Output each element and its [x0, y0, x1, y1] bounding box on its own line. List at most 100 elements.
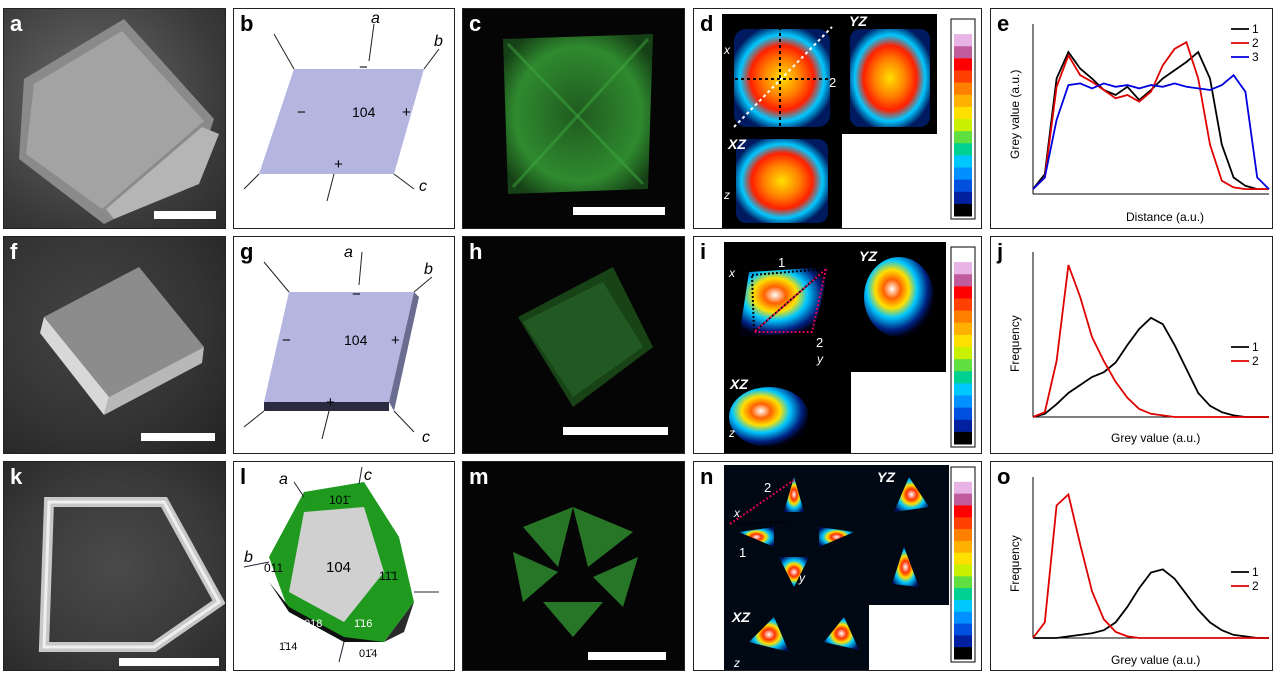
colorbar-swatch	[954, 347, 972, 360]
chart-e: Distance (a.u.) Grey value (a.u.) 123	[1008, 22, 1270, 224]
panel-l-crystal: 104 a b c 101̄ 011 11̄1 018 1̄16 1̄14 01…	[233, 461, 455, 671]
x-axis-label: Grey value (a.u.)	[1111, 653, 1200, 667]
colorbar-swatch	[954, 179, 972, 193]
map-label-xy: XY	[701, 13, 722, 29]
colorbar-n	[950, 466, 976, 663]
panel-n-maps: XY YZ XZ 1 2 x y z n	[693, 461, 982, 671]
colorbar-swatch	[954, 119, 972, 132]
panel-a-sem: a	[3, 8, 226, 229]
colorbar-d	[950, 18, 976, 220]
intensity-maps-n: XY YZ XZ 1 2 x y z	[699, 464, 976, 670]
colorbar-swatch	[954, 505, 972, 518]
colorbar-swatch	[954, 250, 972, 263]
sign-right: +	[391, 332, 400, 349]
panel-label-i: i	[700, 239, 707, 264]
sign-top: −	[359, 59, 368, 76]
sign-right: +	[402, 104, 411, 121]
map-label-yz: YZ	[877, 469, 895, 485]
fluorescence-image-m	[513, 507, 638, 637]
axis-z: z	[723, 188, 730, 202]
axis-y: y	[798, 571, 806, 585]
colorbar-swatch	[954, 552, 972, 565]
colorbar-swatch	[954, 611, 972, 625]
series-line-3	[1032, 73, 1270, 190]
axis-c: c	[419, 178, 427, 195]
intensity-maps-d: XY YZ XZ 1 2 3 x y z	[701, 13, 976, 228]
map-label-xz: XZ	[727, 136, 746, 152]
series-line-2	[1032, 264, 1269, 418]
panel-label-h: h	[469, 239, 483, 264]
colorbar-swatch	[954, 155, 972, 168]
colorbar-swatch	[954, 470, 972, 483]
panel-label-o: o	[997, 464, 1011, 489]
panel-g-crystal: 104 a b c − − + + g	[233, 236, 455, 454]
colorbar-swatch	[954, 576, 972, 589]
intensity-maps-i: XY YZ XZ 1 2 x y z	[699, 241, 976, 453]
colorbar-swatch	[954, 540, 972, 554]
series-line-1	[1033, 568, 1269, 639]
crystal-diagram-b: 104 a b c − − + +	[243, 10, 443, 202]
colorbar-swatch	[954, 529, 972, 542]
x-axis-label: Grey value (a.u.)	[1111, 431, 1200, 445]
panel-d-maps: XY YZ XZ 1 2 3 x y z d	[693, 8, 982, 229]
map-label-xy: XY	[699, 241, 720, 257]
legend-label-1: 1	[1252, 340, 1259, 354]
scale-bar	[573, 207, 665, 215]
crystal-diagram-l: 104 a b c 101̄ 011 11̄1 018 1̄16 1̄14 01…	[243, 466, 439, 663]
legend-label-2: 2	[1252, 354, 1259, 368]
map-label-xy: XY	[699, 464, 720, 480]
colorbar-swatch	[954, 419, 972, 433]
axis-x: x	[728, 266, 736, 280]
sign-left: −	[282, 332, 291, 349]
colorbar-swatch	[954, 310, 972, 324]
panel-label-c: c	[469, 11, 482, 36]
colorbar-swatch	[954, 82, 972, 96]
sem-crystal-k	[38, 497, 225, 652]
series-line-2	[1032, 40, 1269, 191]
panel-label-l: l	[240, 464, 247, 489]
axis-a: a	[371, 10, 380, 27]
legend-label-2: 2	[1252, 579, 1259, 593]
colorbar-swatch	[954, 322, 972, 336]
panel-label-b: b	[240, 11, 254, 36]
axis-y: y	[816, 352, 824, 366]
colorbar-swatch	[954, 106, 972, 120]
face-label: 104	[352, 104, 376, 120]
colorbar-swatch	[954, 371, 972, 384]
colorbar-swatch	[954, 94, 972, 108]
region-label-2: 2	[816, 335, 823, 350]
colorbar-swatch	[954, 635, 972, 648]
face-011: 011	[264, 561, 283, 575]
region-label-2: 2	[764, 480, 771, 495]
axis-b: b	[434, 33, 443, 50]
panel-m-fluorescence: m	[462, 461, 685, 671]
line-label-1: 1	[776, 14, 783, 29]
scale-bar	[588, 652, 666, 660]
colorbar-swatch	[954, 599, 972, 613]
chart-o: Grey value (a.u.) Frequency 12	[1008, 477, 1269, 667]
face-1-11: 11̄1	[379, 569, 398, 583]
panel-c-fluorescence: c	[462, 8, 685, 229]
colorbar-swatch	[954, 286, 972, 299]
face-114: 1̄14	[279, 641, 297, 653]
panel-label-k: k	[10, 464, 23, 489]
sign-left: −	[297, 104, 306, 121]
colorbar-swatch	[954, 647, 972, 660]
y-axis-label: Grey value (a.u.)	[1008, 70, 1022, 159]
panel-label-g: g	[240, 239, 254, 264]
panel-k-sem: k	[3, 461, 226, 671]
panel-label-n: n	[700, 464, 714, 489]
line-label-3: 3	[834, 14, 841, 29]
scale-bar	[119, 658, 219, 666]
colorbar-swatch	[954, 34, 972, 47]
sem-crystal-a	[19, 19, 219, 224]
scale-bar	[563, 427, 668, 435]
panel-h-fluorescence: h	[462, 236, 685, 454]
colorbar-swatch	[954, 395, 972, 409]
legend-label-1: 1	[1252, 22, 1259, 36]
colorbar-swatch	[954, 481, 972, 495]
colorbar-swatch	[954, 564, 972, 577]
colorbar-swatch	[954, 191, 972, 205]
colorbar-swatch	[954, 46, 972, 59]
